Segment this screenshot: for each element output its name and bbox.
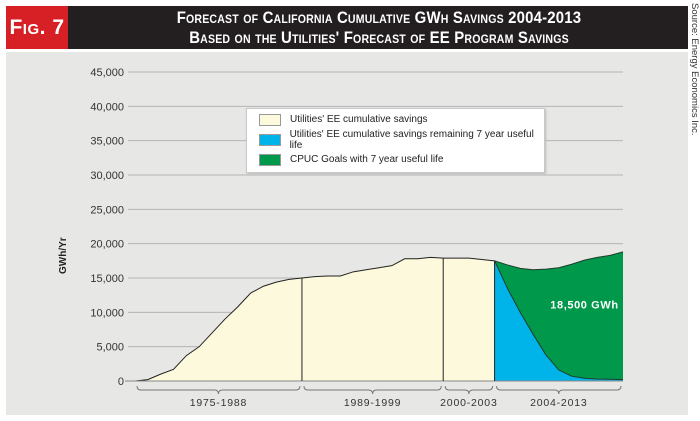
legend-label: CPUC Goals with 7 year useful life <box>290 154 444 165</box>
y-axis-label: GWh/Yr <box>58 237 69 274</box>
segment-brace <box>303 385 442 395</box>
y-tick-label: 30,000 <box>90 170 124 182</box>
segment-label: 1989-1999 <box>344 397 401 409</box>
y-tick-label: 10,000 <box>90 307 124 319</box>
line-cpuc-goals <box>494 251 624 271</box>
segment-brace <box>444 385 494 395</box>
y-tick-label: 45,000 <box>90 67 124 79</box>
legend-label: Utilities' EE cumulative savings <box>290 114 428 125</box>
segment-brace <box>496 385 622 395</box>
line-utilities-cumulative <box>134 256 495 382</box>
segment-label: 1975-1988 <box>190 397 247 409</box>
area-utilities-remaining <box>494 260 623 381</box>
y-tick-label: 20,000 <box>90 239 124 251</box>
legend-item-remaining: Utilities' EE cumulative savings remaini… <box>247 128 544 151</box>
y-tick-label: 35,000 <box>90 136 124 148</box>
area-utilities-cumulative <box>135 257 495 381</box>
line-utilities-remaining <box>494 260 624 381</box>
legend-item-utilities: Utilities' EE cumulative savings <box>247 110 544 129</box>
title-line-1: Forecast of California Cumulative GWh Sa… <box>176 8 582 27</box>
y-tick-label: 0 <box>118 376 124 388</box>
legend-label: Utilities' EE cumulative savings remaini… <box>289 128 534 151</box>
legend: Utilities' EE cumulative savings Utiliti… <box>246 108 545 173</box>
y-tick-label: 15,000 <box>90 273 124 285</box>
header-bar <box>6 6 688 49</box>
segment-label: 2000-2003 <box>440 397 497 409</box>
figure-label: Fig. 7 <box>6 6 68 49</box>
legend-swatch <box>259 133 281 146</box>
y-tick-label: 25,000 <box>90 204 124 216</box>
chart-title: Forecast of California Cumulative GWh Sa… <box>107 8 651 48</box>
legend-swatch <box>259 153 281 166</box>
legend-item-cpuc: CPUC Goals with 7 year useful life <box>247 150 544 169</box>
segment-brace <box>136 385 301 395</box>
title-line-2: Based on the Utilities' Forecast of EE P… <box>189 28 569 47</box>
y-tick-label: 40,000 <box>90 101 124 113</box>
y-tick-label: 5,000 <box>96 342 124 354</box>
segment-label: 2004-2013 <box>530 397 587 409</box>
annotation-label: 18,500 GWh <box>550 299 618 311</box>
legend-swatch <box>259 113 281 126</box>
